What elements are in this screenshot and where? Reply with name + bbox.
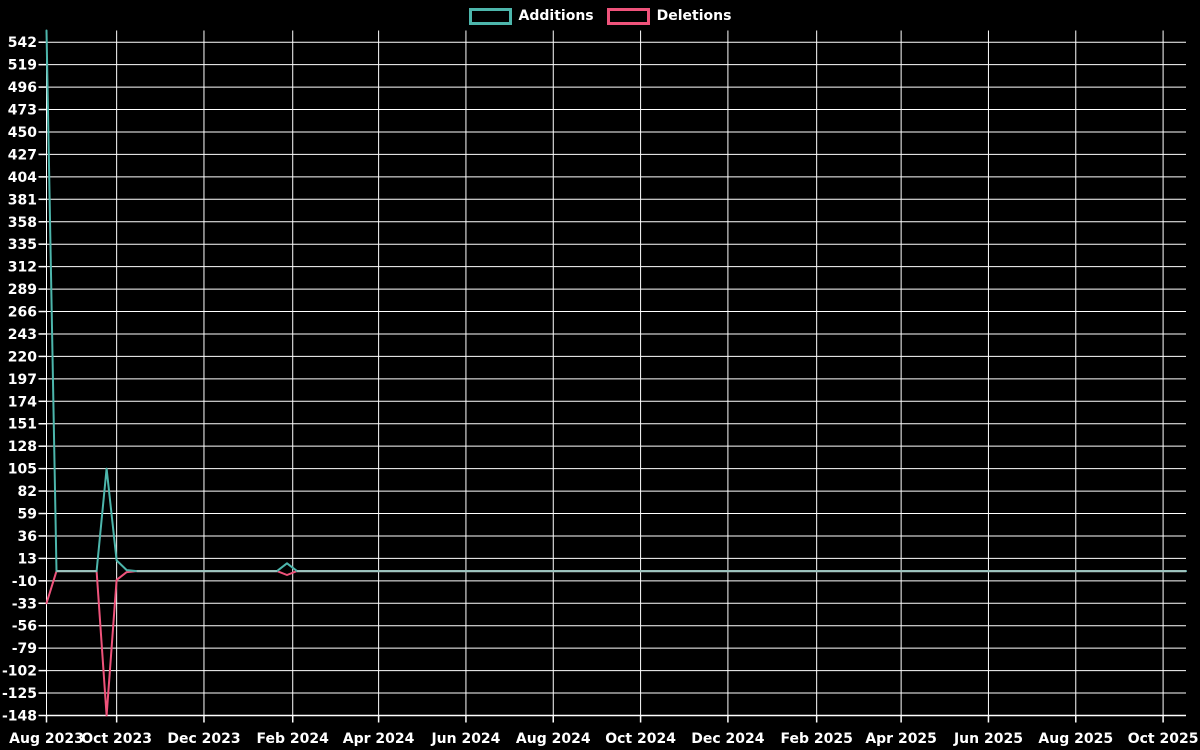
y-tick-label: -10 <box>12 574 38 590</box>
chart-legend: Additions Deletions <box>0 8 1200 25</box>
y-tick-label: 312 <box>8 260 37 276</box>
y-tick-label: 13 <box>18 551 37 567</box>
x-tick-label: Oct 2024 <box>605 731 676 747</box>
y-tick-label: 496 <box>8 80 37 96</box>
x-tick-label: Jun 2024 <box>430 731 500 747</box>
x-tick-label: Dec 2024 <box>691 731 765 747</box>
y-tick-label: 473 <box>8 103 37 119</box>
additions-line <box>45 29 1187 573</box>
legend-label-deletions: Deletions <box>656 8 732 24</box>
x-tick-label: Aug 2024 <box>516 731 591 747</box>
y-tick-label: 289 <box>8 282 37 298</box>
x-tick-label: Oct 2025 <box>1128 731 1199 747</box>
y-tick-label: 450 <box>8 125 37 141</box>
y-tick-label: 151 <box>8 417 37 433</box>
y-tick-label: -125 <box>2 686 37 702</box>
y-tick-label: -56 <box>12 619 37 635</box>
x-tick-label: Aug 2023 <box>9 731 84 747</box>
x-tick-label: Apr 2024 <box>343 731 415 747</box>
x-tick-label: Feb 2025 <box>780 731 852 747</box>
y-tick-label: 519 <box>8 58 37 74</box>
y-tick-label: -102 <box>2 664 37 680</box>
y-tick-label: 82 <box>18 484 37 500</box>
legend-item-deletions[interactable]: Deletions <box>606 8 732 25</box>
y-tick-label: 220 <box>8 349 37 365</box>
y-tick-label: -148 <box>2 709 37 725</box>
x-tick-label: Jun 2025 <box>953 731 1023 747</box>
y-tick-label: 358 <box>8 215 37 231</box>
y-tick-label: 243 <box>8 327 37 343</box>
y-tick-label: 197 <box>8 372 37 388</box>
x-tick-label: Aug 2025 <box>1038 731 1113 747</box>
y-tick-label: 105 <box>8 462 37 478</box>
y-tick-label: 266 <box>8 305 37 321</box>
y-tick-label: 404 <box>8 170 37 186</box>
deletions-line <box>45 570 1187 717</box>
y-tick-label: 335 <box>8 237 37 253</box>
y-tick-label: -33 <box>12 596 37 612</box>
x-tick-label: Dec 2023 <box>167 731 240 747</box>
y-tick-label: 381 <box>8 192 37 208</box>
y-tick-label: 174 <box>8 394 37 410</box>
y-tick-label: 36 <box>18 529 37 545</box>
y-tick-label: 427 <box>8 147 37 163</box>
y-tick-label: -79 <box>12 641 37 657</box>
deletions-swatch-icon <box>606 8 650 25</box>
y-tick-label: 128 <box>8 439 37 455</box>
x-tick-label: Apr 2025 <box>865 731 937 747</box>
legend-label-additions: Additions <box>518 8 594 24</box>
y-tick-label: 59 <box>18 507 37 523</box>
additions-swatch-icon <box>468 8 512 25</box>
x-tick-label: Feb 2024 <box>257 731 330 747</box>
y-tick-label: 542 <box>8 35 37 51</box>
legend-item-additions[interactable]: Additions <box>468 8 594 25</box>
x-tick-label: Oct 2023 <box>81 731 152 747</box>
